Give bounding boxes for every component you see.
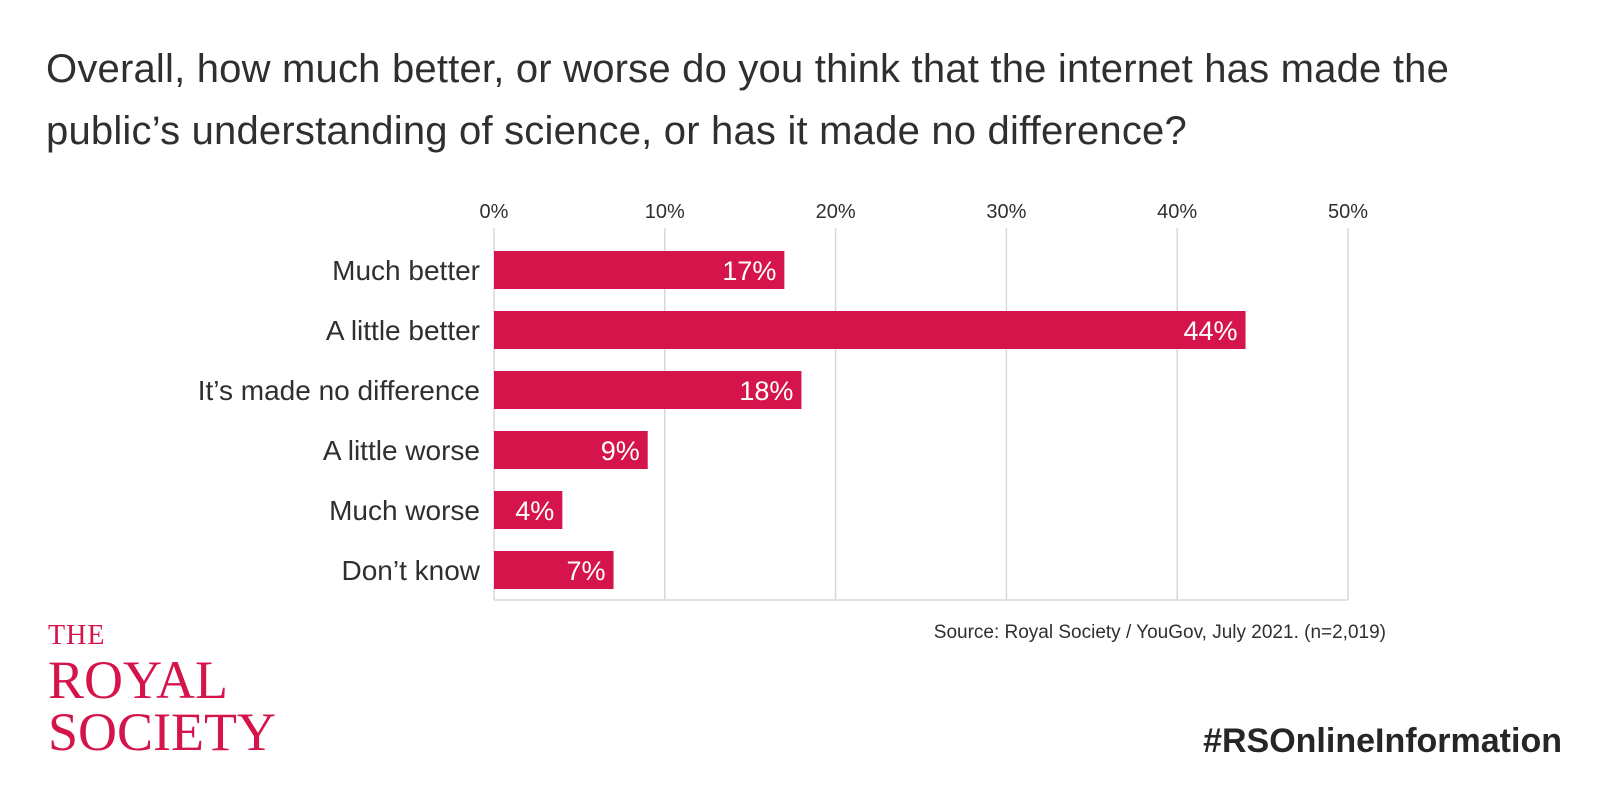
bar-2 <box>494 371 802 409</box>
x-tick-label: 0% <box>480 201 509 223</box>
logo-line-2: ROYAL <box>48 650 229 710</box>
category-label: Much better <box>332 255 480 286</box>
bar-4 <box>494 491 563 529</box>
category-label: Don’t know <box>341 555 480 586</box>
logo-line-1: THE <box>48 620 106 651</box>
category-label-layer: Much better A little better It’s made no d… <box>198 255 481 586</box>
bar-0 <box>494 251 785 289</box>
logo-line-3: SOCIETY <box>48 702 276 762</box>
data-label: 18% <box>739 376 793 406</box>
tick-layer: 0% 10% 20% 30% 40% 50% <box>480 201 1369 223</box>
source-note: Source: Royal Society / YouGov, July 202… <box>933 622 1386 643</box>
data-label: 4% <box>515 496 554 526</box>
category-label: Much worse <box>329 495 480 526</box>
bar-5 <box>494 551 614 589</box>
data-label: 7% <box>567 556 606 586</box>
bar-layer <box>494 251 1246 589</box>
data-label-layer: 17% 44% 18% 9% 4% 7% <box>515 256 1237 586</box>
category-label: It’s made no difference <box>198 375 480 406</box>
x-tick-label: 40% <box>1157 201 1197 223</box>
chart-title: Overall, how much better, or worse do yo… <box>46 47 1450 153</box>
grid-layer <box>493 228 1349 601</box>
royal-society-logo: THE ROYAL SOCIETY <box>48 620 276 762</box>
x-tick-label: 50% <box>1328 201 1368 223</box>
x-tick-label: 20% <box>816 201 856 223</box>
bar-1 <box>494 311 1246 349</box>
x-tick-label: 30% <box>986 201 1026 223</box>
category-label: A little better <box>326 315 480 346</box>
bar-3 <box>494 431 648 469</box>
data-label: 17% <box>722 256 776 286</box>
x-tick-label: 10% <box>645 201 685 223</box>
data-label: 44% <box>1183 316 1237 346</box>
data-label: 9% <box>601 436 640 466</box>
hashtag: #RSOnlineInformation <box>1203 722 1562 760</box>
category-label: A little worse <box>323 435 480 466</box>
